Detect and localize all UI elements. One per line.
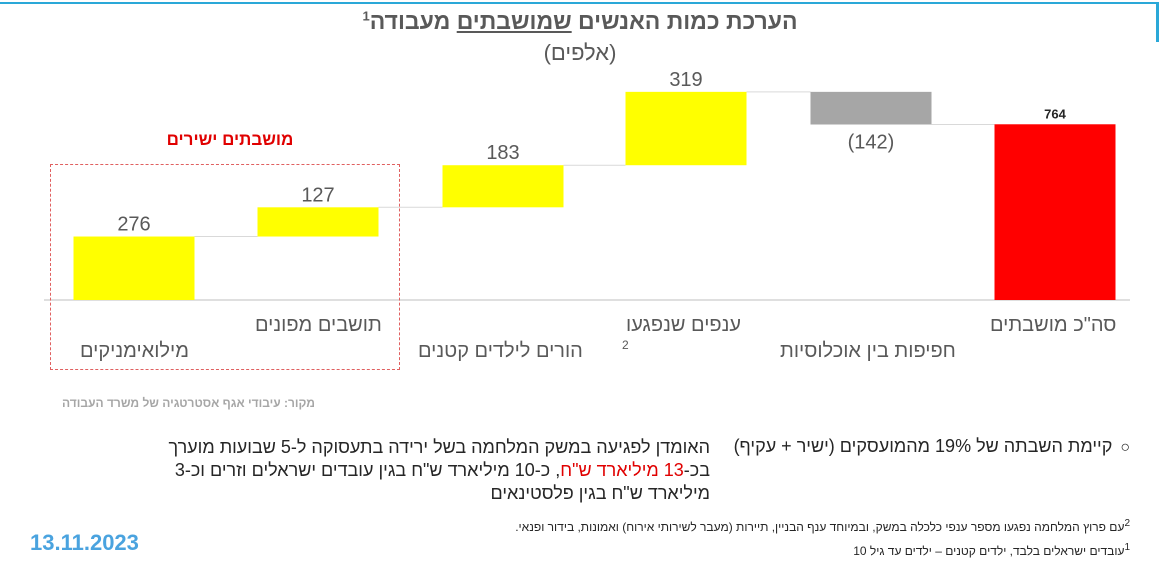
waterfall-bar — [73, 236, 195, 300]
footnote-2: 2עם פרוץ המלחמה נפגעו מספר ענפי כלכלה במ… — [515, 518, 1130, 534]
date-stamp: 13.11.2023 — [30, 530, 139, 555]
category-label-reservists: מילואימניקים — [80, 340, 189, 362]
category-label-parents: הורים לילדים קטנים — [418, 340, 583, 362]
bar-value-label: 127 — [301, 184, 334, 206]
top-accent-line — [0, 2, 1159, 4]
category-footnote-mark: 2 — [622, 338, 629, 352]
right-accent-line — [1156, 2, 1159, 42]
bullet-strike-share: ○קיימת השבתה של 19% מהמועסקים (ישיר + עק… — [733, 436, 1130, 456]
category-label-affected-industries: ענפים שנפגעו — [626, 314, 742, 336]
direct-group-label: מושבתים ישירים — [166, 130, 294, 149]
bullet-circle-icon: ○ — [1120, 439, 1130, 456]
waterfall-bar — [442, 165, 564, 208]
bar-value-label: 319 — [669, 69, 702, 91]
direct-group-box — [50, 164, 400, 370]
bar-value-label: 764 — [1044, 106, 1066, 121]
waterfall-chart: 276 127 183 319 (142) 764 — [44, 69, 1130, 301]
footnote-1: 1עובדים ישראלים בלבד, ילדים קטנים – ילדי… — [853, 542, 1130, 558]
waterfall-bar — [994, 124, 1116, 300]
category-label-evacuees: תושבים מפונים — [255, 314, 382, 336]
waterfall-bar — [625, 91, 747, 166]
category-label-total: סה"כ מושבתים — [990, 314, 1117, 336]
waterfall-bar — [810, 91, 932, 125]
bullet-economic-estimate: האומדן לפגיעה במשק המלחמה בשל ירידה בתעס… — [168, 437, 710, 503]
source-note: מקור: עיבודי אגף אסטרטגיה של משרד העבודה — [62, 396, 315, 410]
bar-value-label: 183 — [486, 142, 519, 164]
category-label-overlap: חפיפות בין אוכלוסיות — [780, 340, 956, 362]
chart-subtitle: (אלפים) — [543, 40, 617, 65]
waterfall-bar — [257, 207, 379, 237]
bar-value-label: 276 — [117, 214, 150, 236]
chart-title: הערכת כמות האנשים שמושבתים מעבודה1 — [362, 8, 798, 34]
bar-value-label: (142) — [848, 132, 895, 154]
